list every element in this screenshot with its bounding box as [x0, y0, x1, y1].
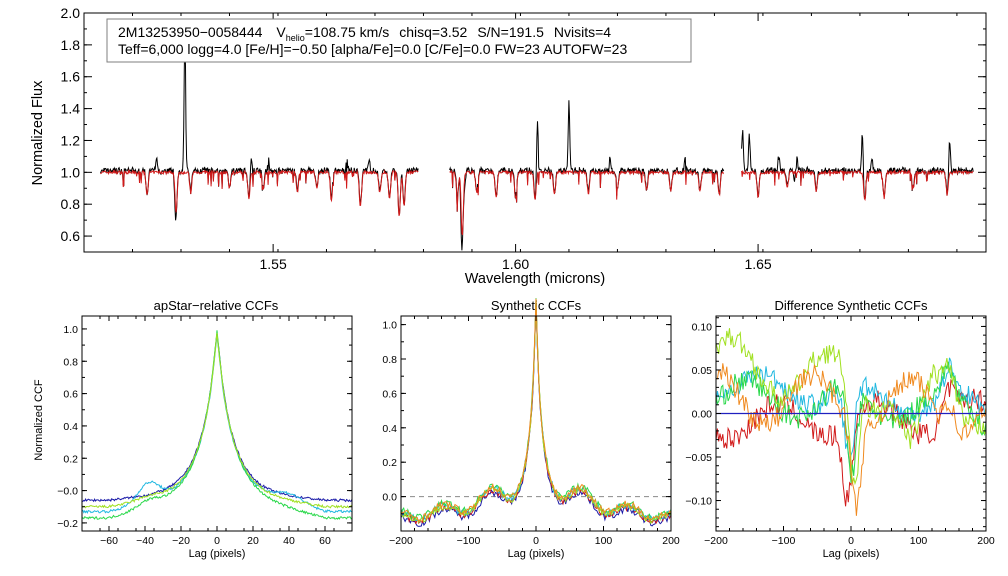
synthetic-ccf-curve-visit-3	[400, 298, 672, 521]
apstar-ccf-curve-visit-3	[81, 330, 353, 520]
model-spectrum-line	[100, 168, 419, 216]
synthetic-ccf-ticks: −200 −100 0 100 200 0.0 0.2 0.4 0.6 0.8 1.0	[382, 316, 680, 547]
x-tick-label: −200	[389, 535, 413, 547]
x-tick-label: 200	[977, 535, 995, 547]
x-tick-label: 1.65	[744, 256, 771, 272]
chisq-value: chisq=3.52	[399, 24, 467, 40]
vhelio-symbol: V	[276, 24, 286, 40]
apstar-ccf-curve-visit-2	[81, 336, 353, 514]
x-tick-label: 0	[533, 535, 539, 547]
synthetic-ccf-panel: Synthetic CCFs −200 −100 0 100 2000.00.20.40…	[382, 298, 680, 560]
apstar-ccf-series-group	[81, 330, 353, 520]
synthetic-ccf-curve-visit-4	[400, 301, 672, 525]
synthetic-ccf-x-label: Lag (pixels)	[508, 548, 565, 560]
y-tick-label: 0.00	[692, 408, 713, 420]
spectrum-plot-frame	[83, 12, 987, 253]
x-tick-label: −40	[136, 535, 154, 547]
difference-ccf-series-group	[715, 328, 987, 516]
apstar-ccf-x-label: Lag (pixels)	[189, 548, 246, 560]
synthetic-ccf-curve-visit-5	[400, 298, 672, 523]
stellar-params-line: Teff=6,000 logg=4.0 [Fe/H]=−0.50 [alpha/…	[118, 41, 627, 57]
x-tick-label: 0	[848, 535, 854, 547]
y-tick-label: 1.6	[61, 69, 81, 85]
y-tick-label: 1.4	[61, 101, 81, 117]
x-tick-label: 1.55	[260, 256, 287, 272]
x-tick-label: 0	[214, 535, 220, 547]
y-tick-label: 0.6	[61, 228, 81, 244]
difference-ccf-curve-visit-5	[715, 363, 987, 516]
y-tick-label: 0.8	[382, 354, 397, 366]
observed-spectrum-line	[741, 130, 974, 200]
y-tick-label: −0.05	[685, 452, 712, 464]
synthetic-ccf-curve-visit-2	[400, 301, 672, 523]
x-tick-label: 20	[247, 535, 259, 547]
y-tick-label: −0.2	[57, 518, 78, 530]
x-tick-label: 60	[319, 535, 331, 547]
y-tick-label: 0.4	[382, 423, 397, 435]
synthetic-ccf-series-group	[400, 298, 672, 527]
x-tick-label: 1.60	[502, 256, 529, 272]
info-box-frame	[106, 18, 692, 63]
x-tick-label: 100	[910, 535, 928, 547]
x-tick-label: −60	[100, 535, 118, 547]
y-tick-label: −0.10	[685, 496, 712, 508]
difference-ccf-x-label: Lag (pixels)	[823, 548, 880, 560]
y-tick-label: 2.0	[61, 5, 81, 21]
x-tick-label: 40	[283, 535, 295, 547]
spectrum-panel: 1.55 1.60 1.65 0.6 0.8 1.0 1.2 1.4 1.6 1.8 2.0 Wav…	[30, 5, 987, 287]
synthetic-ccf-frame	[400, 315, 672, 532]
y-tick-label: 0.6	[63, 389, 78, 401]
y-tick-label: 1.8	[61, 37, 81, 53]
spectrum-info-box: 2M13253950−0058444 Vhelio=108.75 km/s chis…	[106, 18, 692, 63]
difference-ccf-title: Difference Synthetic CCFs	[775, 298, 928, 313]
y-tick-label: 0.4	[63, 421, 78, 433]
apstar-ccf-ticks: −60 −40 −20 0 20 40 60 −0.2 −0.0 0.2 0.4 0.6 0.8 1.0	[57, 316, 353, 547]
x-tick-label: −200	[704, 535, 728, 547]
vhelio-value: =108.75 km/s	[305, 24, 389, 40]
model-spectrum-line	[741, 169, 974, 202]
spectrum-series-group	[100, 32, 974, 251]
difference-ccf-ticks: −200 −100 0 100 200 −0.10 −0.05 0.00 0.05 0.10	[685, 316, 995, 547]
apstar-ccf-curve-visit-4	[81, 333, 353, 509]
difference-ccf-curve-visit-1	[715, 378, 987, 507]
y-tick-label: 0.10	[692, 321, 713, 333]
model-spectrum-line	[449, 169, 725, 235]
y-tick-label: 1.0	[61, 164, 81, 180]
y-tick-label: 0.8	[63, 356, 78, 368]
y-tick-label: 0.8	[61, 196, 81, 212]
x-tick-label: 200	[662, 535, 680, 547]
apstar-ccf-panel: apStar−relative CCFs −60 −40 −20 0 20 40 60 −0.…	[33, 298, 353, 560]
y-tick-label: 0.0	[382, 492, 397, 504]
y-tick-label: 0.2	[382, 457, 397, 469]
x-tick-label: −100	[772, 535, 796, 547]
apstar-ccf-title: apStar−relative CCFs	[154, 298, 279, 313]
y-tick-label: 1.2	[61, 132, 81, 148]
spectrum-y-axis-label: Normalized Flux	[30, 80, 46, 185]
star-id: 2M13253950−0058444	[118, 24, 263, 40]
apstar-ccf-curve-visit-1	[81, 333, 353, 503]
apstar-ccf-y-label: Normalized CCF	[33, 379, 45, 461]
x-tick-label: −20	[172, 535, 190, 547]
x-tick-label: −100	[457, 535, 481, 547]
observed-spectrum-line	[100, 32, 419, 221]
y-tick-label: 0.05	[692, 365, 713, 377]
spectrum-x-axis-label: Wavelength (microns)	[465, 271, 605, 287]
spectrum-ticks: 1.55 1.60 1.65 0.6 0.8 1.0 1.2 1.4 1.6 1.8 2.0	[61, 5, 986, 272]
difference-ccf-panel: Difference Synthetic CCFs −200 −100 0 100 20…	[685, 298, 994, 560]
synthetic-ccf-curve-visit-1	[400, 301, 672, 525]
synthetic-ccf-curve-combined	[400, 303, 672, 527]
difference-ccf-curve-visit-4	[715, 328, 987, 486]
x-tick-label: 100	[595, 535, 613, 547]
snr-value: S/N=191.5	[477, 24, 544, 40]
y-tick-label: 1.0	[382, 320, 397, 332]
y-tick-label: 1.0	[63, 324, 78, 336]
info-line-1: 2M13253950−0058444 Vhelio=108.75 km/s chis…	[118, 24, 611, 43]
y-tick-label: −0.0	[57, 486, 78, 498]
y-tick-label: 0.2	[63, 453, 78, 465]
y-tick-label: 0.6	[382, 388, 397, 400]
nvisits-value: Nvisits=4	[554, 24, 611, 40]
vhelio-subscript: helio	[286, 33, 305, 43]
